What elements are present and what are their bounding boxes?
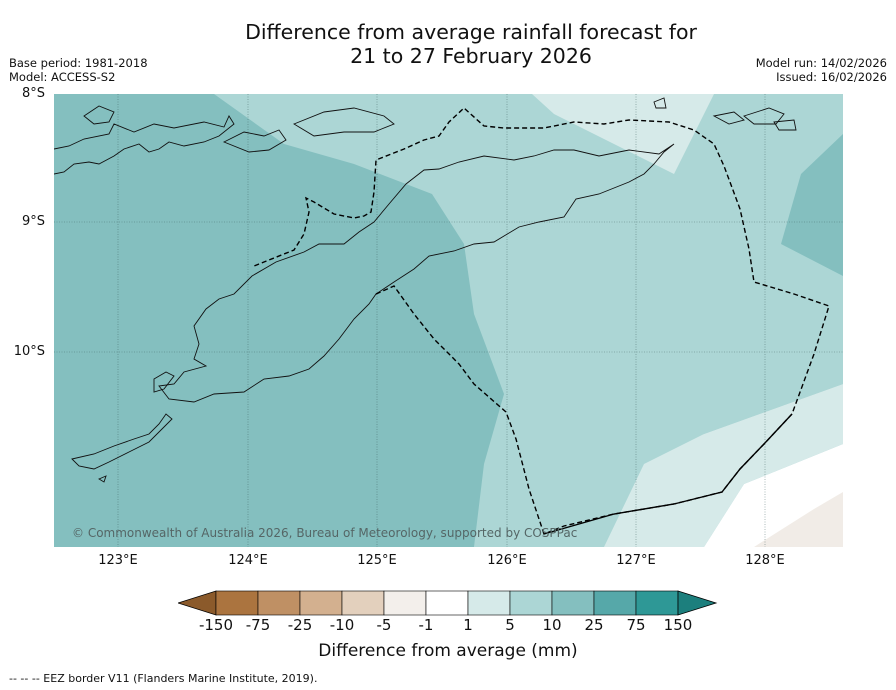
lat-label-10s: 10°S [13, 344, 45, 359]
colorbar-swatch [215, 590, 259, 616]
colorbar-tick-label: -5 [376, 616, 392, 634]
colorbar-swatch [257, 590, 301, 616]
lat-label-9s: 9°S [21, 214, 45, 229]
zone-1-to-5-north [532, 94, 714, 174]
lon-label-123e: 123°E [98, 553, 138, 568]
eez-border-solid [543, 413, 793, 535]
colorbar-tick-label: 75 [626, 616, 646, 634]
colorbar-swatch [551, 590, 595, 616]
colorbar-tick-label: -25 [287, 616, 313, 634]
lon-label-125e: 125°E [357, 553, 397, 568]
colorbar-swatch [509, 590, 553, 616]
colorbar-swatch [593, 590, 637, 616]
title-line-2: 21 to 27 February 2026 [350, 44, 592, 68]
colorbar-tick-label: 10 [542, 616, 562, 634]
copyright-notice: © Commonwealth of Australia 2026, Bureau… [72, 526, 577, 540]
colorbar-tick-label: 25 [584, 616, 604, 634]
colorbar-swatch [341, 590, 385, 616]
lon-label-124e: 124°E [228, 553, 268, 568]
issued-date: Issued: 16/02/2026 [776, 70, 887, 84]
graticule [54, 94, 843, 547]
colorbar-tick-label: 150 [663, 616, 693, 634]
meta-left: Base period: 1981-2018 Model: ACCESS-S2 [9, 56, 148, 84]
colorbar-tick-label: -1 [418, 616, 434, 634]
title-line-1: Difference from average rainfall forecas… [245, 20, 697, 44]
colorbar [178, 590, 718, 616]
meta-right: Model run: 14/02/2026 Issued: 16/02/2026 [756, 56, 887, 84]
rainfall-map: © Commonwealth of Australia 2026, Bureau… [54, 94, 843, 547]
footer-legend: -- -- -- EEZ border V11 (Flanders Marine… [9, 672, 318, 685]
map-title: Difference from average rainfall forecas… [0, 20, 896, 68]
colorbar-extend-high [677, 590, 718, 616]
zone-10-to-25 [214, 94, 843, 547]
colorbar-swatch [635, 590, 679, 616]
colorbar-extend-low [178, 590, 217, 616]
model-name: Model: ACCESS-S2 [9, 70, 116, 84]
lon-label-127e: 127°E [616, 553, 656, 568]
lat-label-8s: 8°S [21, 86, 45, 101]
colorbar-swatch [383, 590, 427, 616]
eez-border [253, 107, 830, 535]
base-period: Base period: 1981-2018 [9, 56, 148, 70]
colorbar-tick-label: -75 [245, 616, 271, 634]
model-run: Model run: 14/02/2026 [755, 56, 887, 70]
colorbar-tick-label: 5 [505, 616, 515, 634]
zone-dry [754, 492, 843, 547]
colorbar-swatch [425, 590, 469, 616]
colorbar-tick-label: -10 [329, 616, 355, 634]
colorbar-tick-label: 1 [463, 616, 473, 634]
colorbar-swatch [467, 590, 511, 616]
coastlines [54, 97, 797, 483]
lon-label-126e: 126°E [487, 553, 527, 568]
lon-label-128e: 128°E [745, 553, 785, 568]
colorbar-tick-label: -150 [198, 616, 234, 634]
colorbar-swatch [299, 590, 343, 616]
colorbar-label: Difference from average (mm) [318, 641, 578, 661]
